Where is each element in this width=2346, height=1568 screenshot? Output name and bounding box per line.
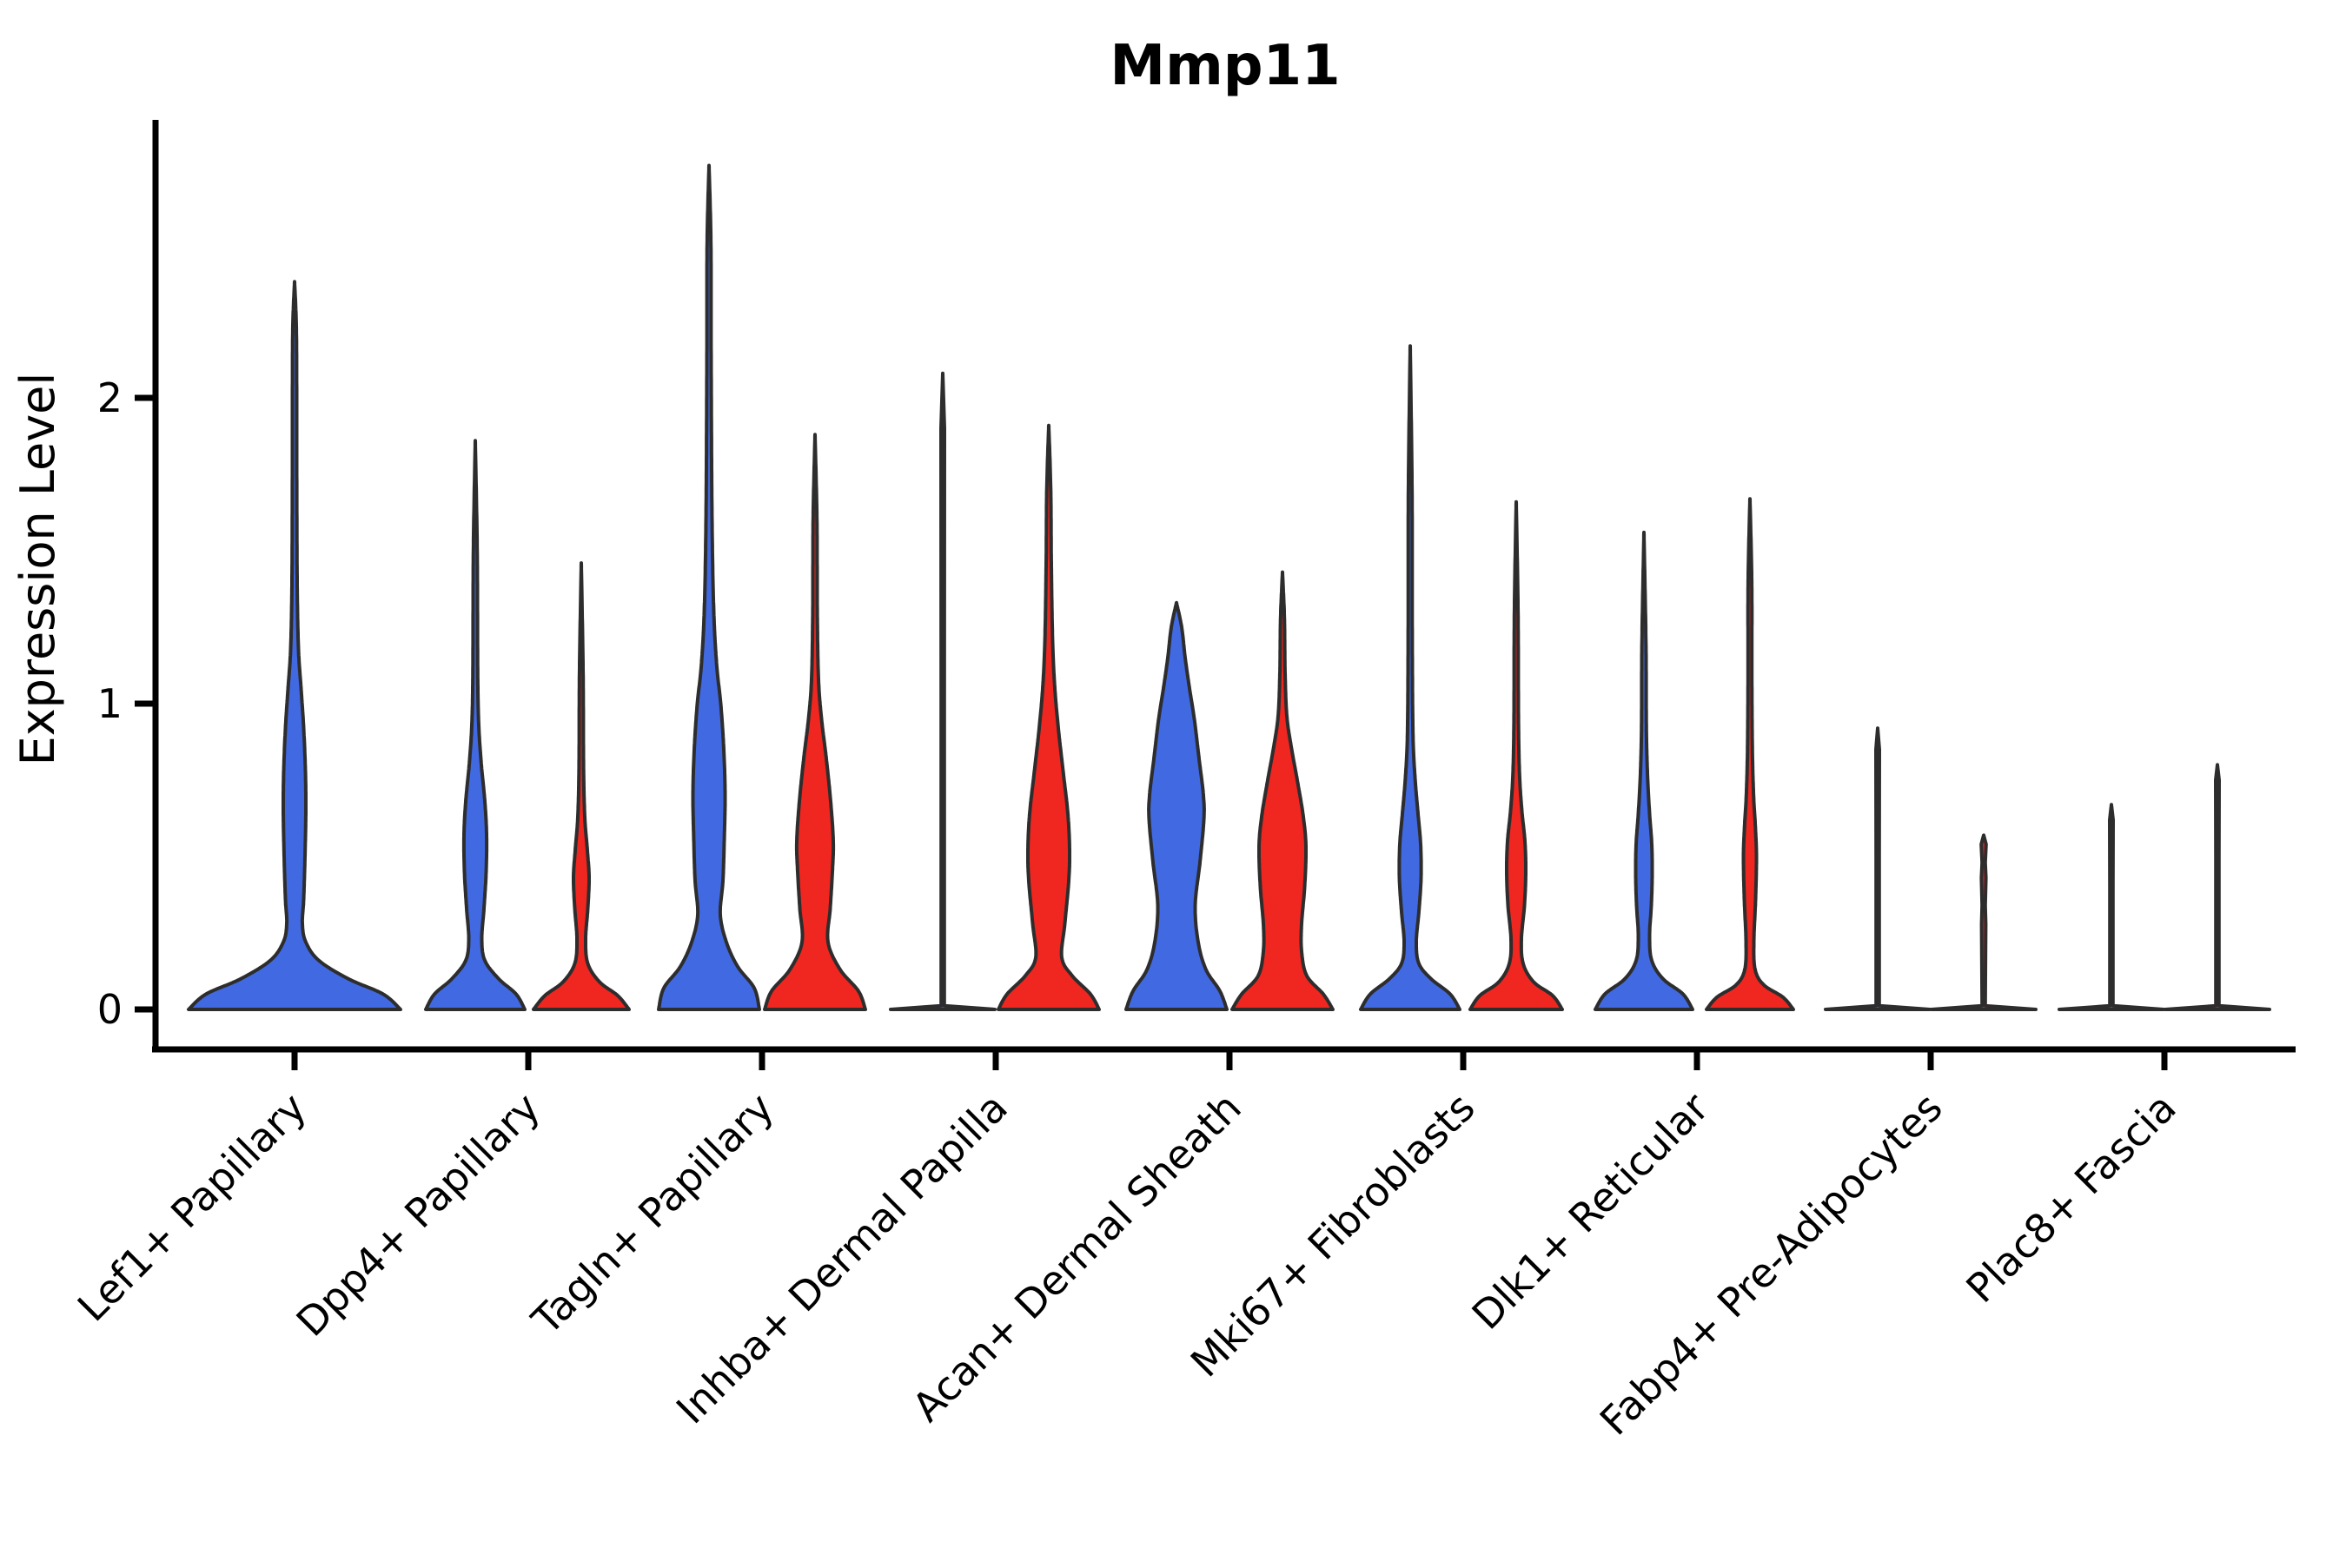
violin-tagln-papillary-red: [763, 433, 867, 1011]
x-tick-label-dlk1-reticular: Dlk1+ Reticular: [1463, 1084, 1718, 1339]
y-tick-label-1: 1: [97, 680, 123, 727]
x-tick-label-lef1-papillary: Lef1+ Papillary: [69, 1084, 315, 1331]
violin-inhba-dermal-papilla-red: [997, 423, 1101, 1011]
violin-bodies: [187, 163, 2271, 1011]
x-tick-label-tagln-papillary: Tagln+ Papillary: [522, 1084, 783, 1345]
violin-dpp4-papillary-red: [532, 561, 631, 1011]
y-tick-label-0: 0: [97, 986, 123, 1033]
violin-mki67-fibroblasts-red: [1468, 500, 1564, 1011]
violin-lef1-papillary-blue: [187, 280, 402, 1011]
axes: 0 1 2: [97, 120, 2296, 1053]
x-tick-label-dpp4-papillary: Dpp4+ Papillary: [288, 1084, 549, 1346]
violin-mki67-fibroblasts-blue: [1359, 344, 1461, 1011]
violin-plac8-fascia-red: [2164, 763, 2271, 1011]
violin-dpp4-papillary-blue: [424, 439, 527, 1011]
violin-fabp4-pre-adipocytes-blue: [1824, 726, 1932, 1011]
y-axis-label: Expression Level: [10, 373, 65, 766]
violin-acan-dermal-sheath-red: [1230, 570, 1335, 1011]
y-tick-label-2: 2: [97, 374, 123, 421]
violin-tagln-papillary-blue: [657, 163, 761, 1011]
violin-fabp4-pre-adipocytes-red: [1930, 833, 2038, 1011]
x-tick-label-plac8-fascia: Plac8+ Fascia: [1957, 1084, 2184, 1312]
violin-dlk1-reticular-red: [1705, 497, 1795, 1011]
violin-dlk1-reticular-blue: [1594, 530, 1694, 1011]
violin-plac8-fascia-blue: [2058, 803, 2165, 1011]
violin-inhba-dermal-papilla-blue: [889, 371, 997, 1011]
chart-title: Mmp11: [1110, 34, 1340, 98]
violin-acan-dermal-sheath-blue: [1124, 600, 1229, 1011]
